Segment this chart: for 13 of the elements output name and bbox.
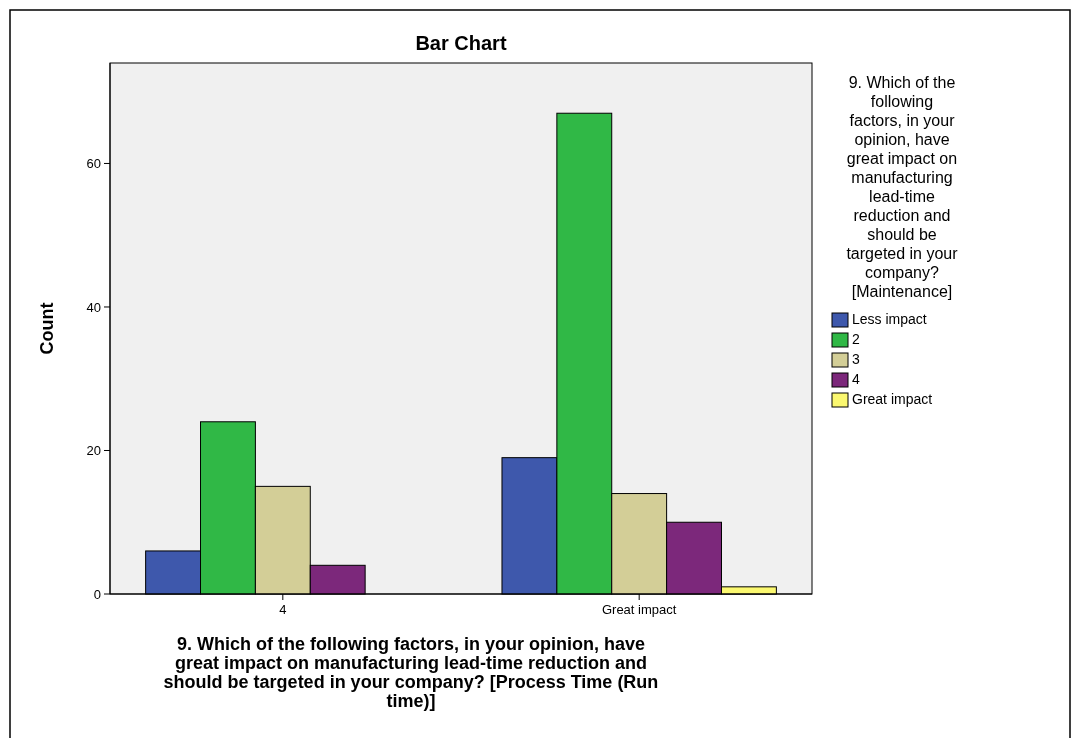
y-tick-label: 40 (86, 299, 101, 315)
legend-label: Great impact (852, 391, 933, 407)
y-axis-title: Count (37, 302, 57, 355)
legend-label: 2 (852, 331, 860, 347)
y-tick-label: 60 (86, 156, 101, 172)
y-tick-label: 20 (86, 443, 101, 459)
text: 9. Which of the following factors, in your opinion, have great impact on manufacturing lead-time reduction and should be targeted in your company? [Maintenance] (846, 74, 958, 300)
y-tick-label: 0 (93, 586, 101, 602)
legend-label: Less impact (852, 311, 927, 327)
legend-label: 3 (852, 351, 860, 367)
chart-title: Bar Chart (415, 32, 507, 54)
x-axis-title: 9. Which of the following factors, in your opinion, have great impact on manufacturing lead-time reduction and should be targeted in your company? [Process Time (Run time)] (163, 634, 659, 711)
legend-label: 4 (852, 371, 860, 387)
